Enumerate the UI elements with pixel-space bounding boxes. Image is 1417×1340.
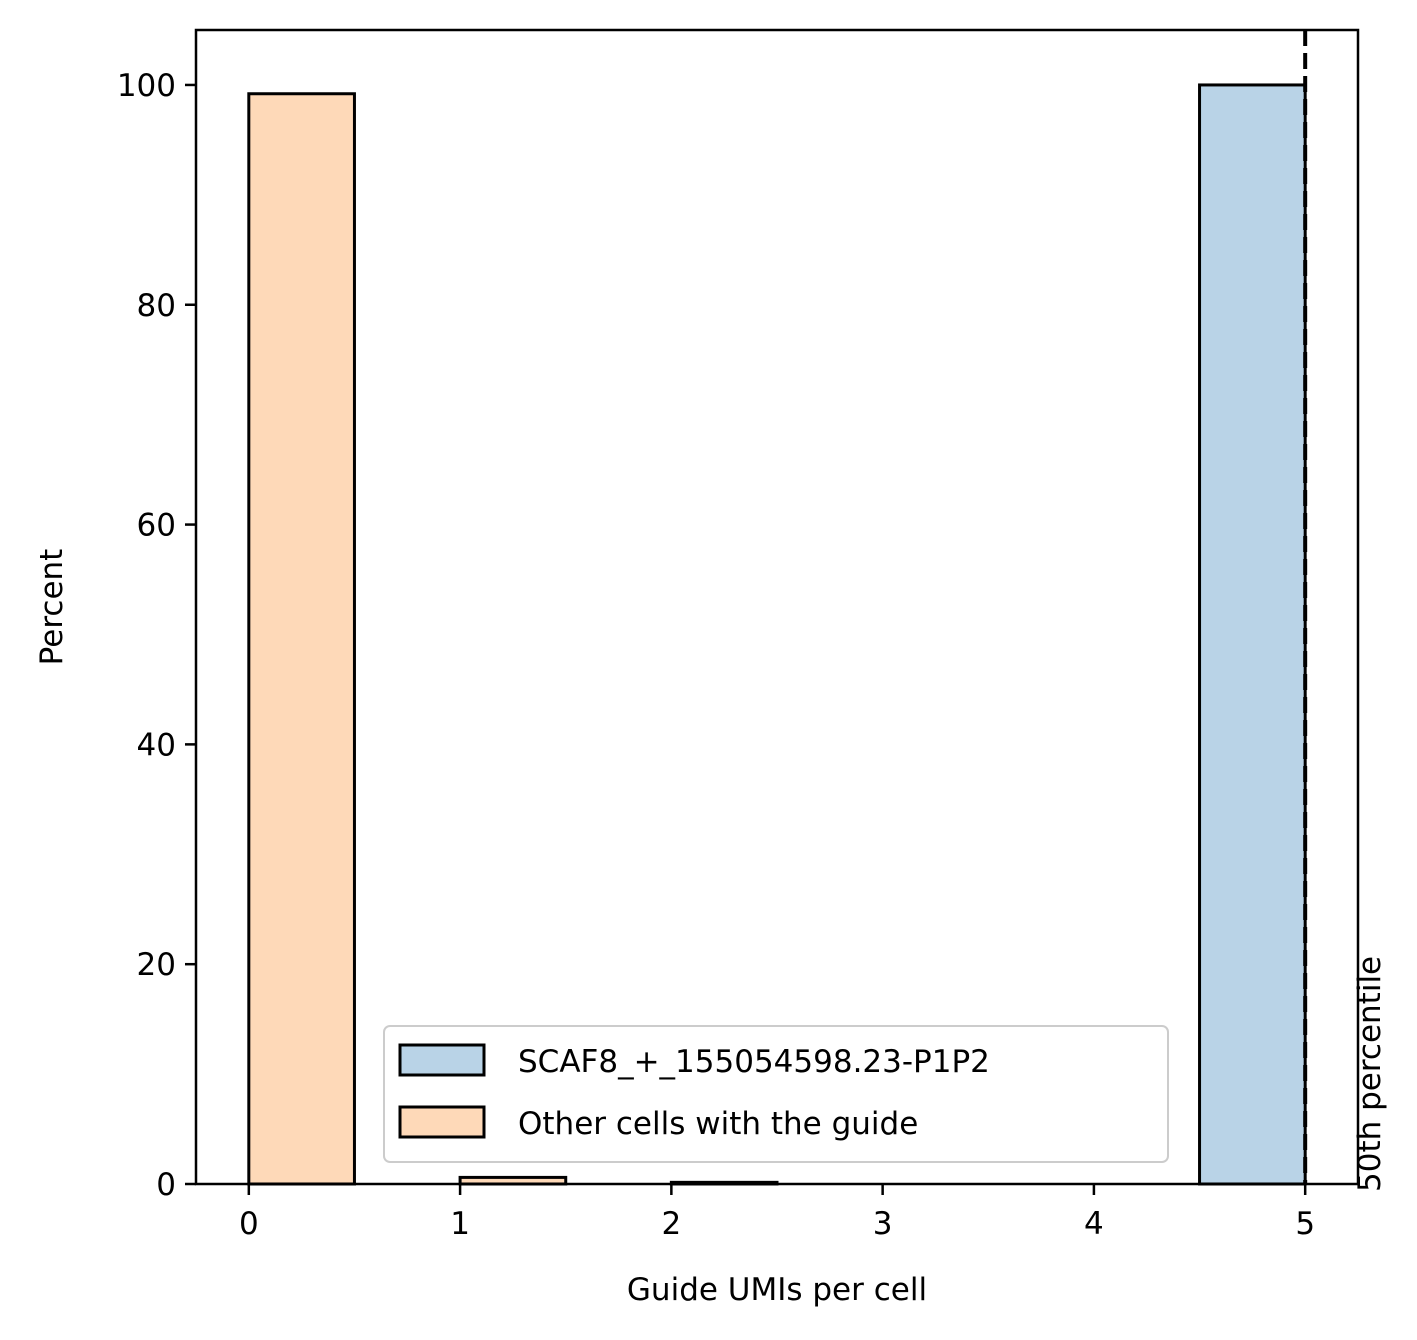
y-tick-label: 40 — [137, 727, 176, 763]
legend-label: Other cells with the guide — [518, 1106, 918, 1142]
bars-layer — [247, 83, 1307, 1186]
x-tick-label: 1 — [450, 1206, 470, 1242]
y-tick-label: 20 — [137, 947, 176, 983]
x-tick-label: 0 — [239, 1206, 259, 1242]
legend-swatch — [398, 1105, 486, 1139]
y-axis-ticks: 0 20 40 60 80 100 — [117, 68, 196, 1203]
percentile-label: 50th percentile — [1352, 956, 1388, 1192]
x-tick-label: 2 — [661, 1206, 681, 1242]
y-tick-label: 100 — [117, 68, 176, 104]
x-axis-label: Guide UMIs per cell — [627, 1272, 927, 1308]
bar-series-0-bin-0 — [1198, 83, 1307, 1186]
y-tick-label: 80 — [137, 288, 176, 324]
x-tick-label: 4 — [1084, 1206, 1104, 1242]
x-tick-label: 5 — [1295, 1206, 1315, 1242]
x-tick-label: 3 — [873, 1206, 893, 1242]
bar-series-1-bin-0 — [247, 92, 356, 1186]
legend-label: SCAF8_+_155054598.23-P1P2 — [518, 1044, 990, 1080]
x-axis-ticks: 0 1 2 3 4 5 — [239, 1184, 1315, 1242]
legend-box — [383, 1025, 1169, 1163]
legend: SCAF8_+_155054598.23-P1P2 Other cells wit… — [383, 1025, 1169, 1163]
y-axis-label: Percent — [34, 549, 70, 666]
y-tick-label: 60 — [137, 508, 176, 544]
plot-frame — [194, 28, 1360, 1186]
legend-swatch — [398, 1043, 486, 1077]
y-tick-label: 0 — [156, 1167, 176, 1203]
